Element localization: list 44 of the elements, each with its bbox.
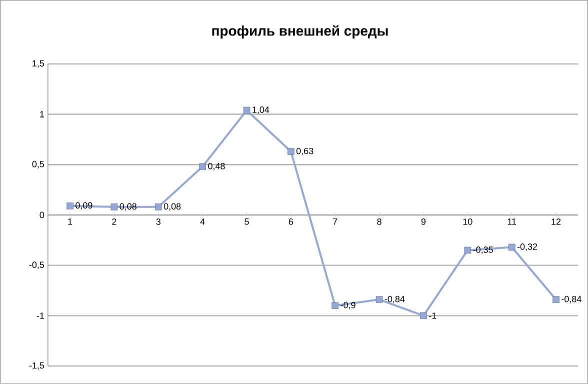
data-label: -0,35 bbox=[473, 246, 493, 254]
y-tick-label: -1,5 bbox=[29, 362, 44, 370]
x-tick-label: 7 bbox=[333, 218, 338, 225]
data-label: 1,04 bbox=[252, 106, 270, 114]
x-tick-label: 1 bbox=[68, 218, 72, 225]
chart-title: профиль внешней среды bbox=[212, 25, 388, 39]
y-tick-label: -0,5 bbox=[29, 262, 44, 270]
data-label: 0,63 bbox=[296, 148, 314, 156]
x-tick-label: 9 bbox=[421, 218, 426, 225]
x-tick-label: 6 bbox=[288, 218, 294, 225]
x-tick-label: 4 bbox=[200, 218, 205, 225]
y-tick-label: 1 bbox=[40, 111, 44, 118]
data-label: 0,48 bbox=[208, 162, 225, 170]
x-tick-label: 10 bbox=[463, 218, 472, 225]
y-tick-label: 0,5 bbox=[32, 160, 44, 168]
point bbox=[464, 246, 472, 254]
x-tick-label: 11 bbox=[508, 218, 516, 225]
point bbox=[288, 148, 294, 155]
data-label: 0,08 bbox=[120, 203, 136, 211]
point bbox=[376, 296, 383, 303]
data-label: -0,32 bbox=[517, 244, 538, 251]
y-tick-label: 0 bbox=[40, 212, 44, 218]
point bbox=[552, 296, 560, 303]
x-tick-label: 5 bbox=[244, 218, 249, 225]
point bbox=[66, 202, 74, 210]
data-label: 0,09 bbox=[76, 202, 92, 210]
data-label: -0,84 bbox=[384, 296, 405, 304]
data-label: -0,84 bbox=[562, 296, 582, 304]
x-tick-label: 2 bbox=[112, 218, 116, 225]
data-label: -0,9 bbox=[340, 302, 356, 310]
y-tick-label: -1 bbox=[36, 312, 44, 319]
x-tick-label: 8 bbox=[377, 218, 382, 225]
point bbox=[243, 106, 250, 114]
x-tick-label: 12 bbox=[552, 218, 561, 225]
point bbox=[154, 204, 162, 210]
point bbox=[420, 312, 427, 320]
point bbox=[199, 163, 206, 170]
x-tick-label: 3 bbox=[156, 218, 160, 225]
y-tick-label: 1,5 bbox=[32, 60, 44, 68]
point bbox=[508, 244, 516, 251]
data-label: 0,08 bbox=[164, 203, 181, 211]
point bbox=[110, 204, 118, 210]
data-label: -1 bbox=[429, 312, 436, 319]
point bbox=[332, 302, 339, 310]
